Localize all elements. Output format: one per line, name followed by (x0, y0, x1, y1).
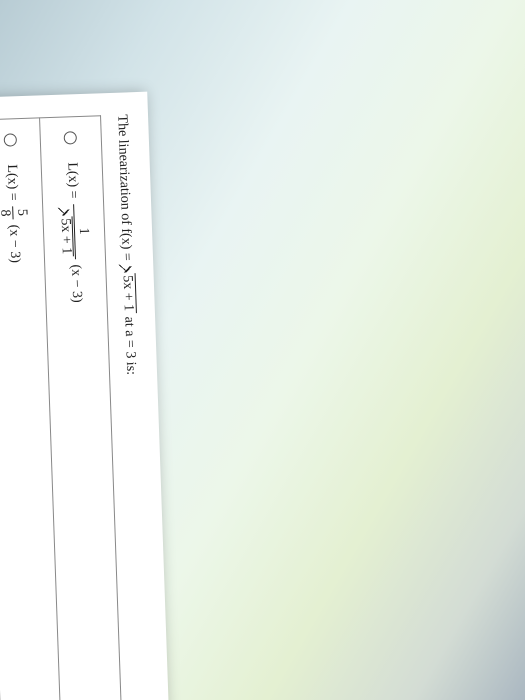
fraction: 1 5x + 1 (57, 204, 91, 260)
option-equation: L(x) = 1 5x + 1 (x − 3) (56, 162, 93, 303)
sqrt-icon: 5x + 1 (57, 207, 74, 256)
question-text: The linearization of f(x) = 5x + 1 at a … (113, 114, 151, 700)
question-prefix: The linearization of (114, 114, 133, 228)
photo-background: The linearization of f(x) = 5x + 1 at a … (0, 0, 525, 700)
radio-icon[interactable] (64, 131, 77, 144)
option-equation: L(x) = 5 8 (x − 3) (0, 164, 30, 264)
fraction: 5 8 (0, 206, 29, 220)
sqrt-icon: 5x + 1 (118, 264, 137, 313)
question-suffix: at a = 3 is: (121, 316, 138, 375)
question-sheet: The linearization of f(x) = 5x + 1 at a … (0, 92, 170, 700)
question-function: f(x) = 5x + 1 (117, 228, 137, 313)
radio-icon[interactable] (4, 133, 17, 146)
options-table: L(x) = 1 5x + 1 (x − 3) L(x) = 5 8 (0, 115, 122, 700)
